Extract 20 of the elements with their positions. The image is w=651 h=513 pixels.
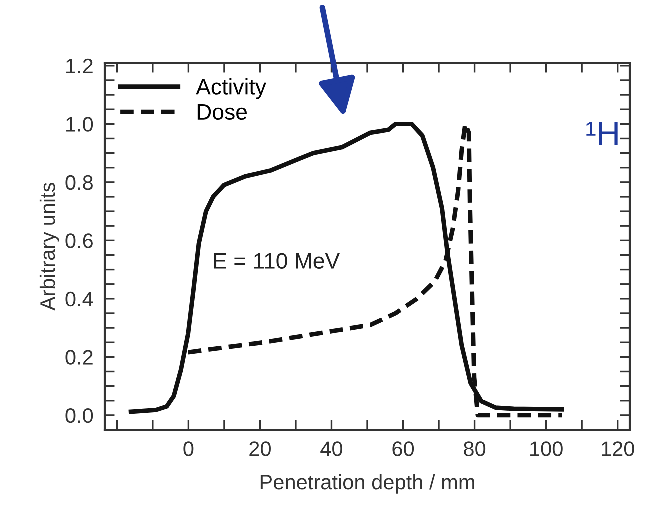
legend-label: Activity: [196, 78, 266, 100]
legend-label: Dose: [198, 104, 247, 120]
x-tick-label: 60: [392, 442, 414, 456]
y-tick-label: 0.0: [66, 408, 94, 424]
y-tick-label: 0.4: [66, 292, 94, 307]
x-tick-label: 100: [530, 442, 563, 456]
x-tick-label: 20: [250, 442, 271, 456]
y-axis-title: Arbitrary units: [40, 182, 60, 311]
x-tick-label: 80: [464, 442, 486, 456]
y-tick-label: 0.6: [66, 234, 93, 248]
y-tick-label: 0.2: [66, 350, 93, 365]
x-tick-label: 120: [602, 442, 634, 456]
annotation: ¹H: [586, 122, 618, 146]
x-tick-label: 0: [184, 442, 194, 456]
y-tick-label: 1.0: [66, 117, 94, 132]
annotation: E = 110 MeV: [214, 253, 340, 269]
x-tick-label: 40: [320, 442, 343, 456]
x-axis-title: Penetration depth / mm: [260, 474, 474, 494]
y-tick-label: 0.8: [66, 175, 93, 190]
y-tick-label: 1.2: [66, 58, 93, 74]
